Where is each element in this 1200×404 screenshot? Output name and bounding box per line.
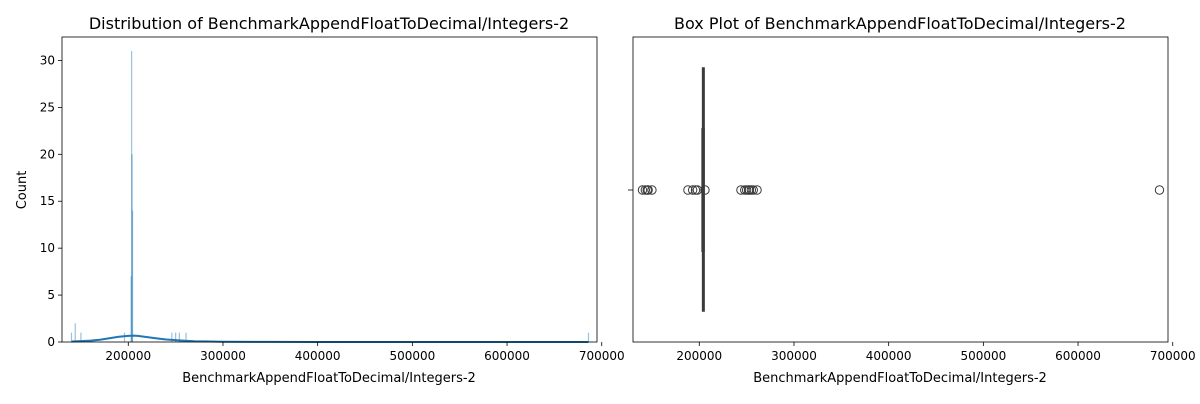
histogram-bar	[74, 323, 76, 342]
histogram-bar	[130, 51, 133, 342]
histogram-ytick-label: 20	[40, 147, 55, 161]
histogram-bars	[70, 51, 590, 342]
outlier-point	[1154, 185, 1165, 195]
histogram-bar	[70, 332, 73, 342]
outlier-point	[687, 185, 698, 195]
outlier-point	[692, 185, 703, 195]
outlier-point	[752, 185, 762, 195]
histogram-bar	[175, 332, 177, 342]
outlier-point	[748, 185, 758, 195]
histogram-ylabel: Count	[15, 171, 30, 210]
histogram-title: Distribution of BenchmarkAppendFloatToDe…	[89, 14, 569, 33]
histogram-ytick-label: 30	[40, 53, 55, 67]
histogram-xtick-label: 400000	[295, 349, 341, 363]
boxplot-xtick-label: 400000	[866, 349, 912, 363]
histogram-xtick-label: 700000	[579, 349, 625, 363]
boxplot-axes-frame	[632, 36, 1169, 343]
histogram-yticks: 0 5 10 15 20 25 30	[40, 53, 62, 349]
histogram-ytick-label: 0	[47, 335, 55, 349]
histogram-bar	[587, 332, 590, 342]
boxplot-title: Box Plot of BenchmarkAppendFloatToDecima…	[674, 14, 1126, 33]
histogram-bar	[178, 332, 181, 342]
histogram-ytick-label: 25	[40, 100, 55, 114]
histogram-bar	[131, 154, 133, 342]
histogram-axes-frame	[61, 36, 598, 343]
histogram-bar	[130, 276, 132, 342]
boxplot-xtick-label: 300000	[771, 349, 817, 363]
histogram-ytick-label: 10	[40, 241, 55, 255]
boxplot-xticks: 200000 300000 400000 500000 600000 700000	[676, 342, 1196, 363]
boxplot-xtick-label: 700000	[1150, 349, 1196, 363]
histogram-xticks: 200000 300000 400000 500000 600000 700000	[105, 342, 625, 363]
boxplot-xtick-label: 500000	[960, 349, 1006, 363]
outlier-point	[637, 185, 648, 195]
outlier-point	[643, 185, 653, 195]
histogram-ytick-label: 5	[47, 288, 55, 302]
histogram-panel: Distribution of BenchmarkAppendFloatToDe…	[15, 14, 625, 386]
histogram-xtick-label: 300000	[200, 349, 246, 363]
box-element	[701, 67, 705, 312]
histogram-bar	[123, 332, 126, 342]
boxplot-xtick-label: 200000	[676, 349, 722, 363]
histogram-bar	[131, 210, 134, 342]
histogram-xtick-label: 500000	[389, 349, 435, 363]
boxplot-xlabel: BenchmarkAppendFloatToDecimal/Integers-2	[753, 371, 1047, 386]
histogram-bar	[80, 332, 82, 342]
histogram-xlabel: BenchmarkAppendFloatToDecimal/Integers-2	[182, 371, 476, 386]
boxplot-xtick-label: 600000	[1055, 349, 1101, 363]
histogram-xtick-label: 200000	[105, 349, 151, 363]
outlier-point	[683, 185, 693, 195]
histogram-bar	[185, 332, 187, 342]
kde-layer	[71, 334, 589, 343]
boxplot-panel: Box Plot of BenchmarkAppendFloatToDecima…	[628, 14, 1196, 386]
kde-curve	[71, 334, 589, 343]
histogram-bar	[171, 332, 173, 342]
outlier-points	[637, 185, 1165, 195]
histogram-xtick-label: 600000	[484, 349, 530, 363]
outlier-point	[647, 185, 657, 195]
histogram-ytick-label: 15	[40, 194, 55, 208]
outlier-point	[700, 185, 710, 195]
